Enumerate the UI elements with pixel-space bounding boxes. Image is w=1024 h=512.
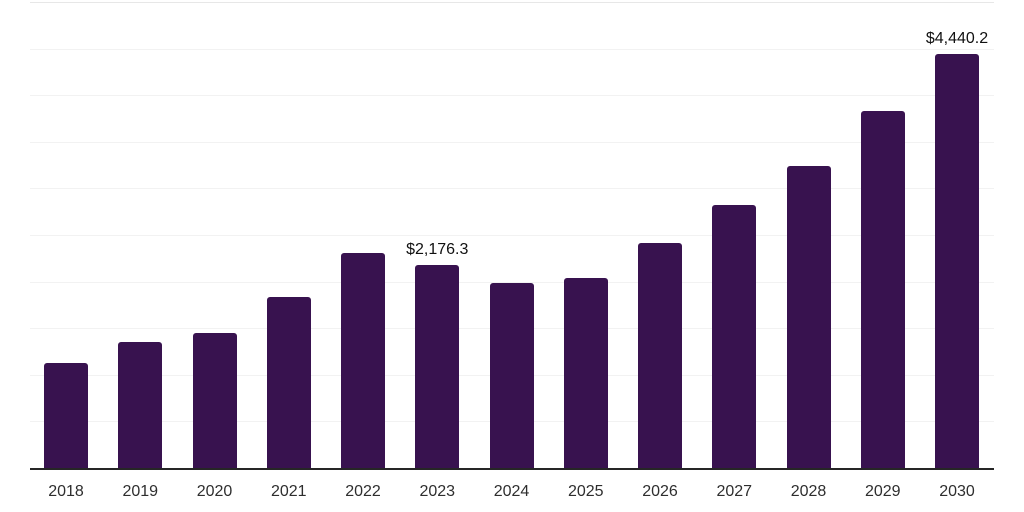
bar-2018 <box>44 362 88 468</box>
x-tick-label-2022: 2022 <box>345 483 381 500</box>
x-tick-label-2021: 2021 <box>270 483 307 500</box>
x-tick-label-2028: 2028 <box>790 483 827 500</box>
bar-2020 <box>192 332 237 468</box>
bar-2019 <box>118 341 163 468</box>
bar-2027 <box>712 205 757 468</box>
bar-value-label-2030: $4,440.2 <box>925 30 989 48</box>
x-tick-label-2030: 2030 <box>939 483 975 500</box>
x-tick-label-2023: 2023 <box>419 483 456 500</box>
x-tick-label-2025: 2025 <box>567 483 604 500</box>
gridline-2500 <box>30 235 994 236</box>
bar-2026 <box>638 242 682 468</box>
bar-2029 <box>860 110 905 468</box>
bar-2024 <box>489 283 534 468</box>
bar-2030 <box>935 54 979 468</box>
bar-2028 <box>786 166 831 468</box>
bar-2022 <box>341 253 385 468</box>
gridline-4500 <box>30 48 994 50</box>
x-tick-label-2020: 2020 <box>196 483 233 500</box>
bar-2025 <box>563 277 608 468</box>
x-tick-label-2019: 2019 <box>122 483 159 500</box>
gridline-2000 <box>30 281 994 283</box>
x-tick-label-2024: 2024 <box>493 483 530 500</box>
gridline-3000 <box>30 188 994 190</box>
bar-value-label-2023: $2,176.3 <box>406 241 469 259</box>
x-tick-label-2029: 2029 <box>864 483 901 500</box>
gridline-4000 <box>30 95 994 97</box>
bar-2021 <box>266 296 311 468</box>
gridline-3500 <box>30 141 994 143</box>
gridline-5000 <box>30 2 994 3</box>
plot-area: $2,176.3 $4,440.2 <box>30 2 994 470</box>
x-tick-label-2026: 2026 <box>642 483 678 500</box>
bar-2023 <box>415 265 460 468</box>
x-tick-label-2027: 2027 <box>716 483 753 500</box>
x-tick-label-2018: 2018 <box>48 483 84 500</box>
